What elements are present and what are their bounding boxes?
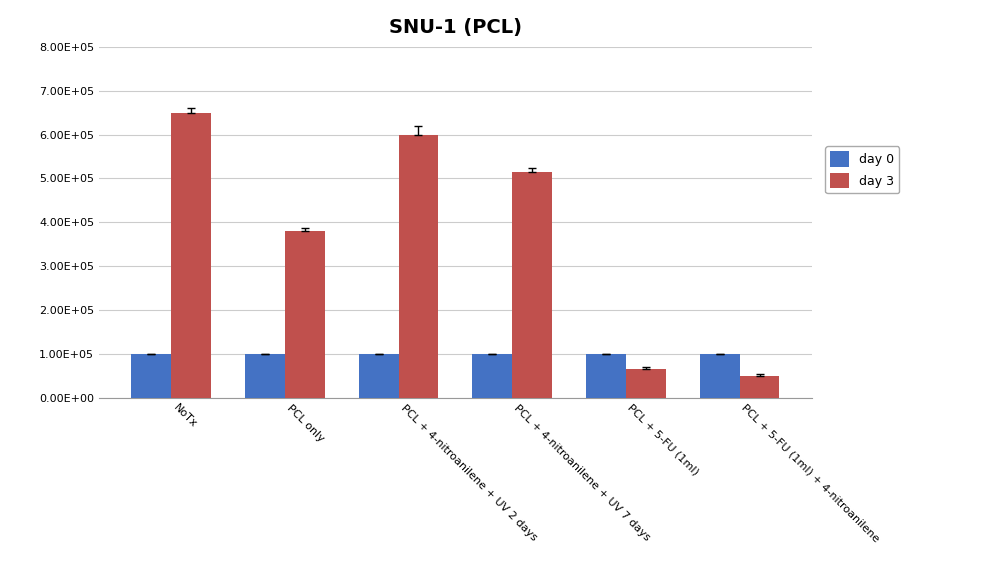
Bar (399, 135, 439, 398)
Bar (512, 172, 552, 398)
Bar (246, 354, 285, 398)
Bar (171, 112, 211, 398)
Bar (472, 354, 512, 398)
Bar (740, 376, 779, 398)
Bar (285, 231, 325, 398)
Bar (586, 354, 626, 398)
Bar (700, 354, 740, 398)
Bar (132, 354, 171, 398)
Bar (358, 354, 399, 398)
Title: SNU-1 (PCL): SNU-1 (PCL) (389, 18, 522, 37)
Legend: day 0, day 3: day 0, day 3 (826, 146, 899, 193)
Bar (626, 369, 665, 398)
